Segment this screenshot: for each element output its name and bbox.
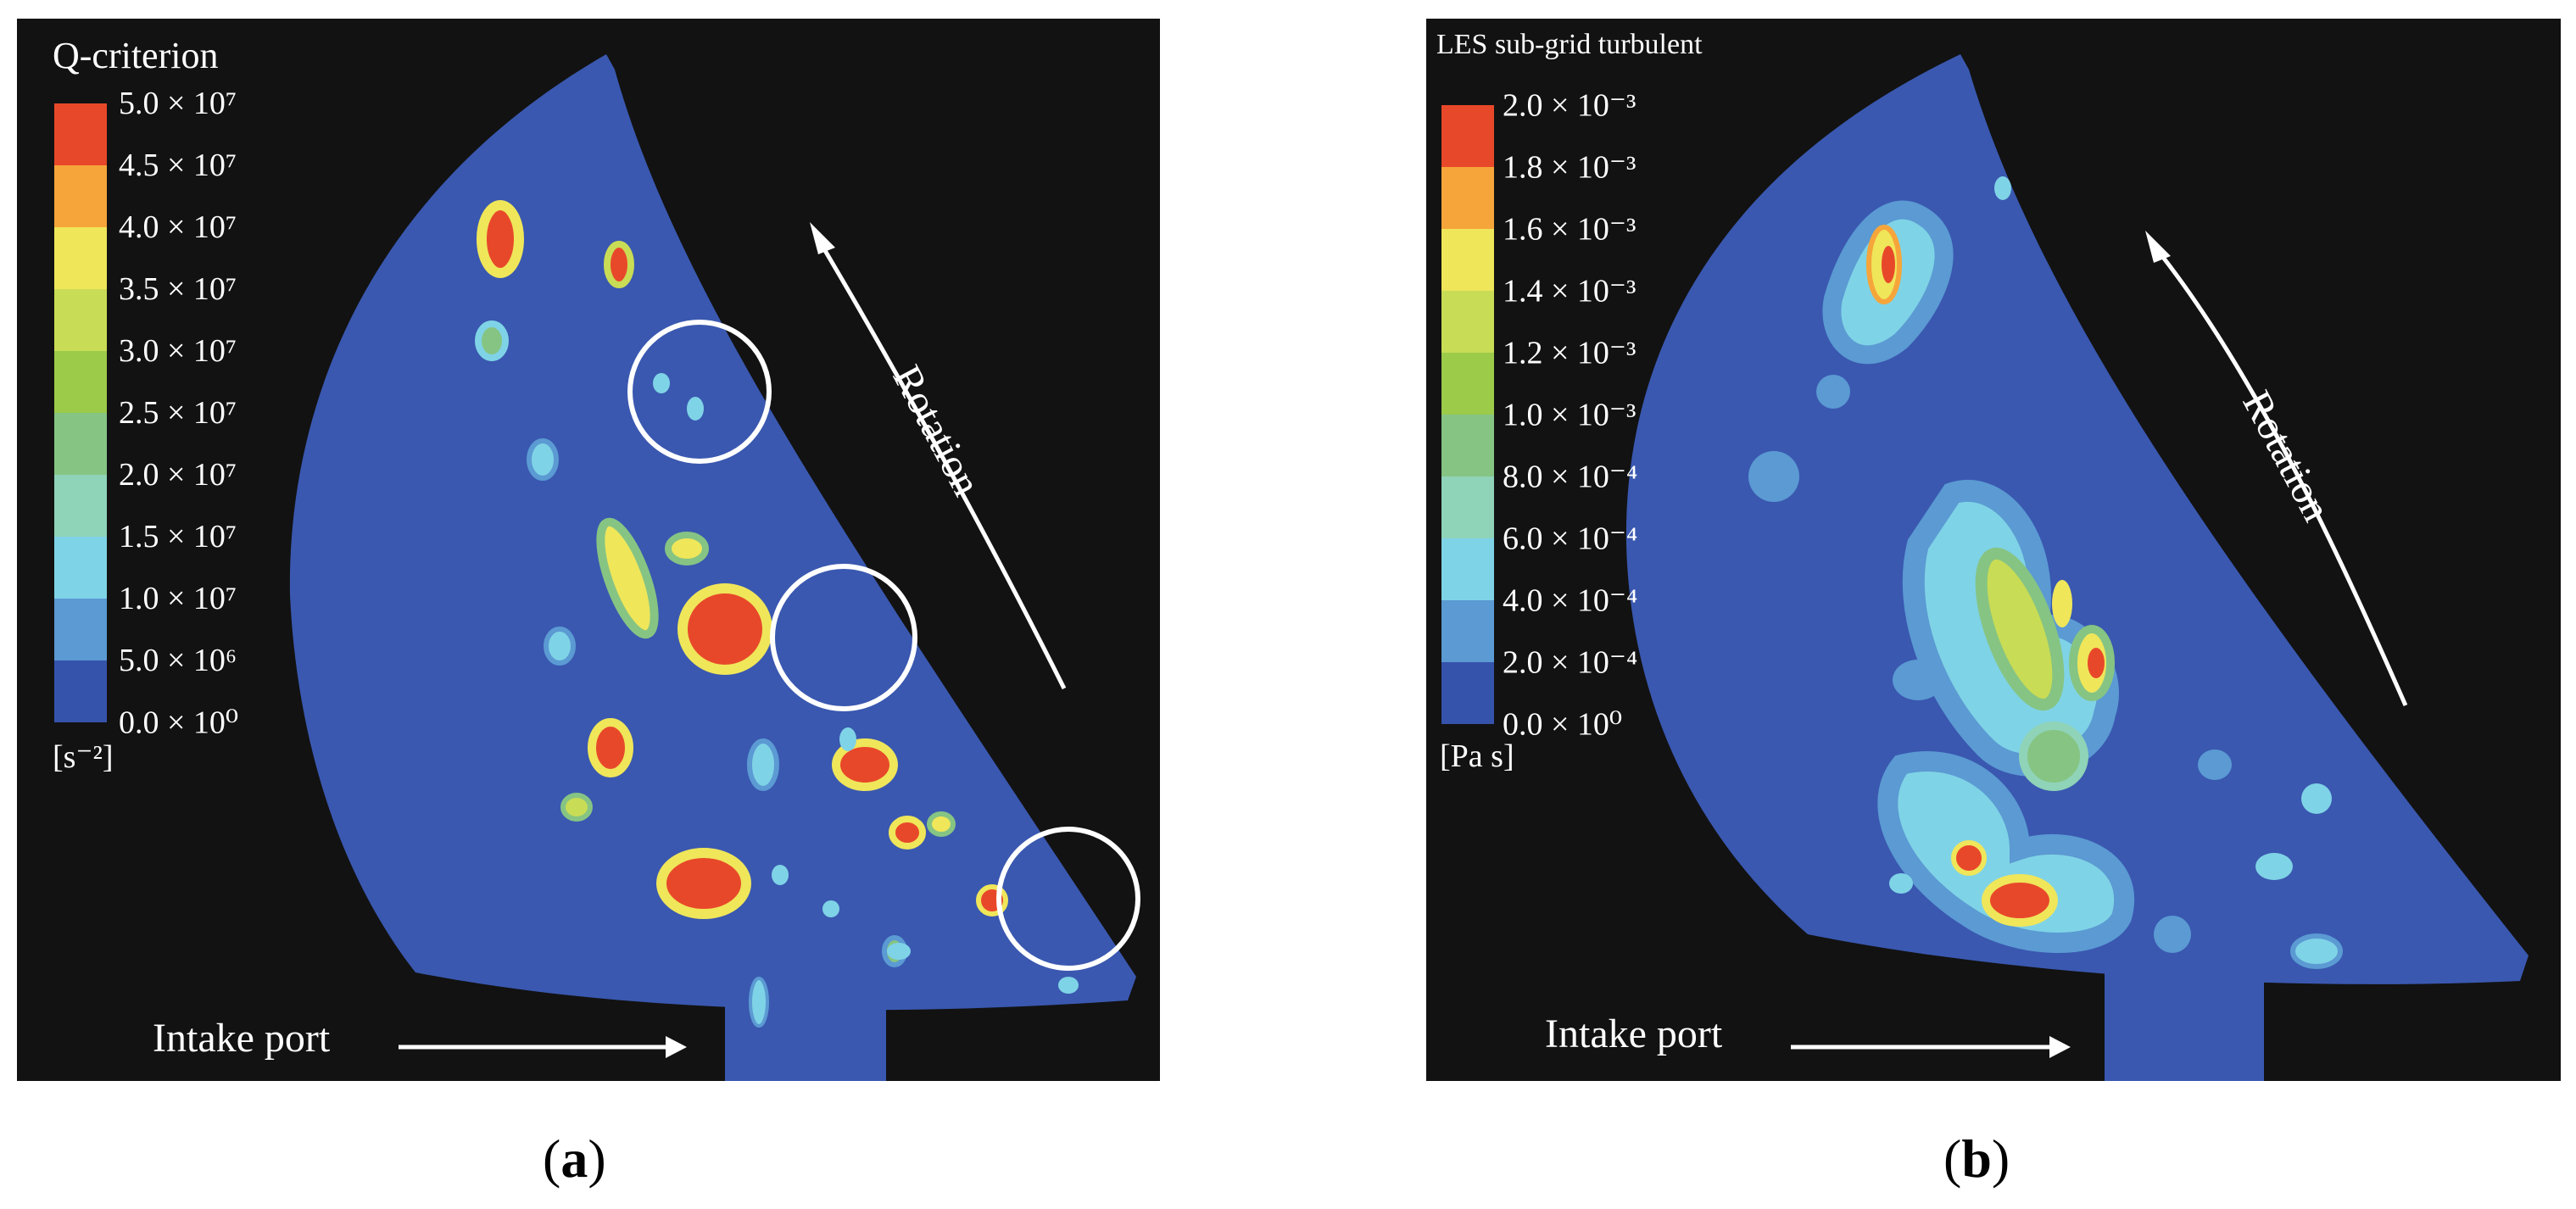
color-bar (1441, 105, 1494, 724)
color-bar-tick-label: 6.0 × 10⁻⁴ (1503, 521, 1638, 557)
highlight-circles (627, 320, 1140, 971)
color-bar-tick-label: 1.5 × 10⁷ (119, 519, 237, 554)
legend-title: LES sub-grid turbulent (1436, 29, 1703, 60)
combustion-chamber-shape (289, 54, 1137, 1011)
color-bar-tick-label: 1.0 × 10⁷ (119, 581, 237, 616)
unit-label: [s⁻²] (53, 739, 114, 775)
color-bar-tick-label: 2.5 × 10⁷ (119, 395, 237, 431)
rotation-arrow (2154, 246, 2408, 707)
color-bar-ticks: 2.0 × 10⁻³ 1.8 × 10⁻³ 1.6 × 10⁻³ 1.4 × 10⁻³… (1503, 88, 1774, 743)
intake-arrowhead (2049, 1036, 2071, 1058)
panel-a-caption: (a) (543, 1128, 606, 1189)
color-bar-tick-label: 3.0 × 10⁷ (119, 333, 237, 369)
color-bar-swatch (54, 165, 107, 227)
unit-label: [Pa s] (1440, 738, 1514, 774)
color-bar-tick-label: 8.0 × 10⁻⁴ (1503, 459, 1638, 495)
color-bar-tick-label: 0.0 × 10⁰ (1503, 706, 1623, 743)
color-bar-swatch (1441, 538, 1494, 600)
highlight-circle-2 (770, 564, 917, 711)
color-bar-tick-label: 3.5 × 10⁷ (119, 271, 237, 307)
color-bar-swatch (54, 289, 107, 351)
color-bar-swatch (54, 537, 107, 599)
color-bar-tick-label: 5.0 × 10⁶ (119, 643, 237, 678)
color-bar-tick-label: 4.0 × 10⁷ (119, 209, 237, 245)
panel-b-caption: (b) (1943, 1128, 2010, 1189)
color-bar-swatch (54, 413, 107, 475)
color-bar-swatch (54, 475, 107, 537)
color-bar-tick-label: 1.8 × 10⁻³ (1503, 149, 1636, 186)
color-bar-tick-label: 4.0 × 10⁻⁴ (1503, 582, 1638, 619)
legend-title: Q-criterion (53, 35, 219, 76)
vortex-blobs (475, 200, 1079, 1028)
color-bar-tick-label: 1.6 × 10⁻³ (1503, 211, 1636, 248)
color-bar-swatch (54, 103, 107, 165)
rotation-arrowhead (2145, 231, 2171, 263)
color-bar-ticks: 5.0 × 10⁷ 4.5 × 10⁷ 4.0 × 10⁷ 3.5 × 10⁷ 3.0 … (119, 86, 356, 741)
color-bar-swatch (1441, 600, 1494, 662)
color-bar-swatch (54, 351, 107, 413)
sgs-viscosity-panel: LES sub-grid turbulent 2.0 × 10⁻³ 1.8 × 1… (1426, 19, 2561, 1081)
highlight-circle-3 (996, 827, 1140, 971)
color-bar-swatch (1441, 353, 1494, 415)
intake-port-label: Intake port (153, 1016, 331, 1061)
intake-port-channel (2105, 968, 2264, 1081)
intake-arrowhead (666, 1036, 687, 1058)
viscosity-regions (1748, 176, 2343, 969)
q-criterion-panel: Q-criterion 5.0 × 10⁷ 4.5 × 10⁷ 4.0 × 10⁷ 3… (17, 19, 1160, 1081)
color-bar-tick-label: 5.0 × 10⁷ (119, 86, 237, 121)
color-bar-swatch (54, 660, 107, 722)
color-bar-tick-label: 1.2 × 10⁻³ (1503, 335, 1636, 371)
color-bar-swatch (1441, 662, 1494, 724)
sgs-viscosity-contour-plot (1625, 54, 2529, 1081)
color-bar-swatch (1441, 291, 1494, 353)
color-bar-swatch (54, 599, 107, 660)
color-bar-tick-label: 1.0 × 10⁻³ (1503, 397, 1636, 433)
color-bar-tick-label: 4.5 × 10⁷ (119, 148, 237, 183)
intake-port-channel (725, 977, 886, 1081)
color-bar (54, 103, 107, 722)
highlight-circle-1 (627, 320, 772, 464)
color-bar-swatch (1441, 415, 1494, 476)
color-bar-swatch (1441, 476, 1494, 538)
q-criterion-contour-plot (289, 54, 1140, 1081)
color-bar-tick-label: 2.0 × 10⁻⁴ (1503, 644, 1638, 681)
rotation-arrowhead (810, 222, 835, 254)
color-bar-swatch (1441, 229, 1494, 291)
color-bar-swatch (1441, 105, 1494, 167)
rotation-arrow (816, 237, 1067, 690)
color-bar-tick-label: 2.0 × 10⁻³ (1503, 87, 1636, 124)
color-bar-tick-label: 2.0 × 10⁷ (119, 457, 237, 493)
color-bar-swatch (54, 227, 107, 289)
color-bar-tick-label: 0.0 × 10⁰ (119, 705, 239, 741)
color-bar-swatch (1441, 167, 1494, 229)
intake-port-label: Intake port (1545, 1011, 1723, 1056)
color-bar-tick-label: 1.4 × 10⁻³ (1503, 273, 1636, 309)
